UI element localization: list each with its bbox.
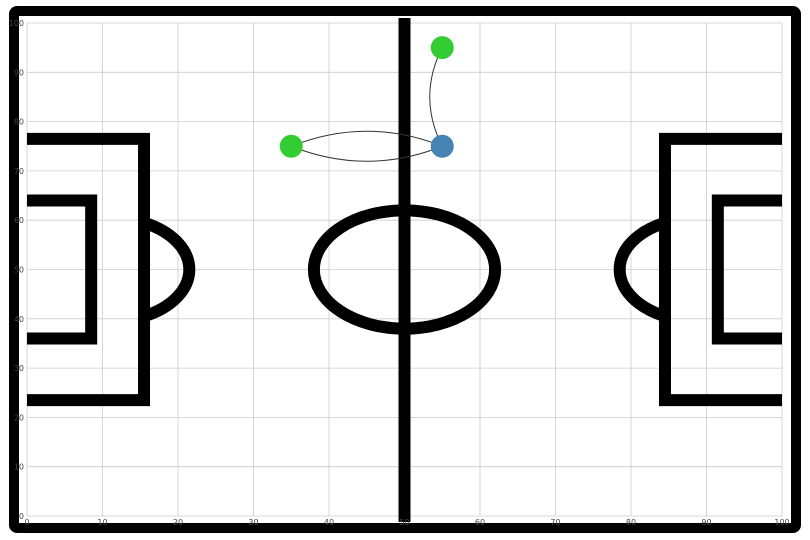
pitch-outline xyxy=(9,6,801,533)
y-tick-label: 60 xyxy=(14,216,24,225)
x-tick-label: 80 xyxy=(626,518,636,527)
y-tick-label: 0 xyxy=(19,512,24,521)
pass-arrow-3 xyxy=(429,47,443,147)
x-tick-label: 30 xyxy=(248,518,258,527)
x-tick-label: 70 xyxy=(550,518,560,527)
penalty-arc-right xyxy=(613,217,667,322)
six-yard-box-left xyxy=(27,194,98,345)
player-point-1-1 xyxy=(279,134,303,158)
center-circle xyxy=(307,204,502,335)
x-tick-label: 90 xyxy=(701,518,711,527)
y-tick-label: 20 xyxy=(14,413,24,422)
y-tick-label: 100 xyxy=(9,19,24,28)
penalty-box-left xyxy=(27,132,151,407)
x-tick-label: 10 xyxy=(97,518,107,527)
x-tick-label: 60 xyxy=(475,518,485,527)
x-tick-label: 20 xyxy=(173,518,183,527)
player-point-2-1 xyxy=(430,134,454,158)
x-tick-label: 0 xyxy=(24,518,29,527)
pass-arrow-1 xyxy=(291,130,442,146)
y-tick-label: 30 xyxy=(14,364,24,373)
six-yard-box-right xyxy=(711,194,782,345)
penalty-arc-left xyxy=(142,217,196,322)
y-tick-label: 50 xyxy=(14,266,24,275)
penalty-box-right xyxy=(658,132,782,407)
player-point-1-2 xyxy=(430,36,454,60)
x-tick-label: 100 xyxy=(774,518,789,527)
pass-arrow-2 xyxy=(291,146,443,162)
y-tick-label: 40 xyxy=(14,315,24,324)
x-tick-label: 50 xyxy=(399,518,409,527)
pitch-markings xyxy=(9,6,801,533)
y-tick-label: 10 xyxy=(14,463,24,472)
player-points xyxy=(279,36,454,158)
y-tick-label: 80 xyxy=(14,118,24,127)
y-tick-label: 90 xyxy=(14,68,24,77)
pass-arrows xyxy=(291,47,443,162)
axis-ticks: 0 10 20 30 40 50 60 70 80 90 100 0 10 20 30 40 50 60 70 80 9… xyxy=(9,19,790,527)
y-tick-label: 70 xyxy=(14,167,24,176)
x-tick-label: 40 xyxy=(324,518,334,527)
